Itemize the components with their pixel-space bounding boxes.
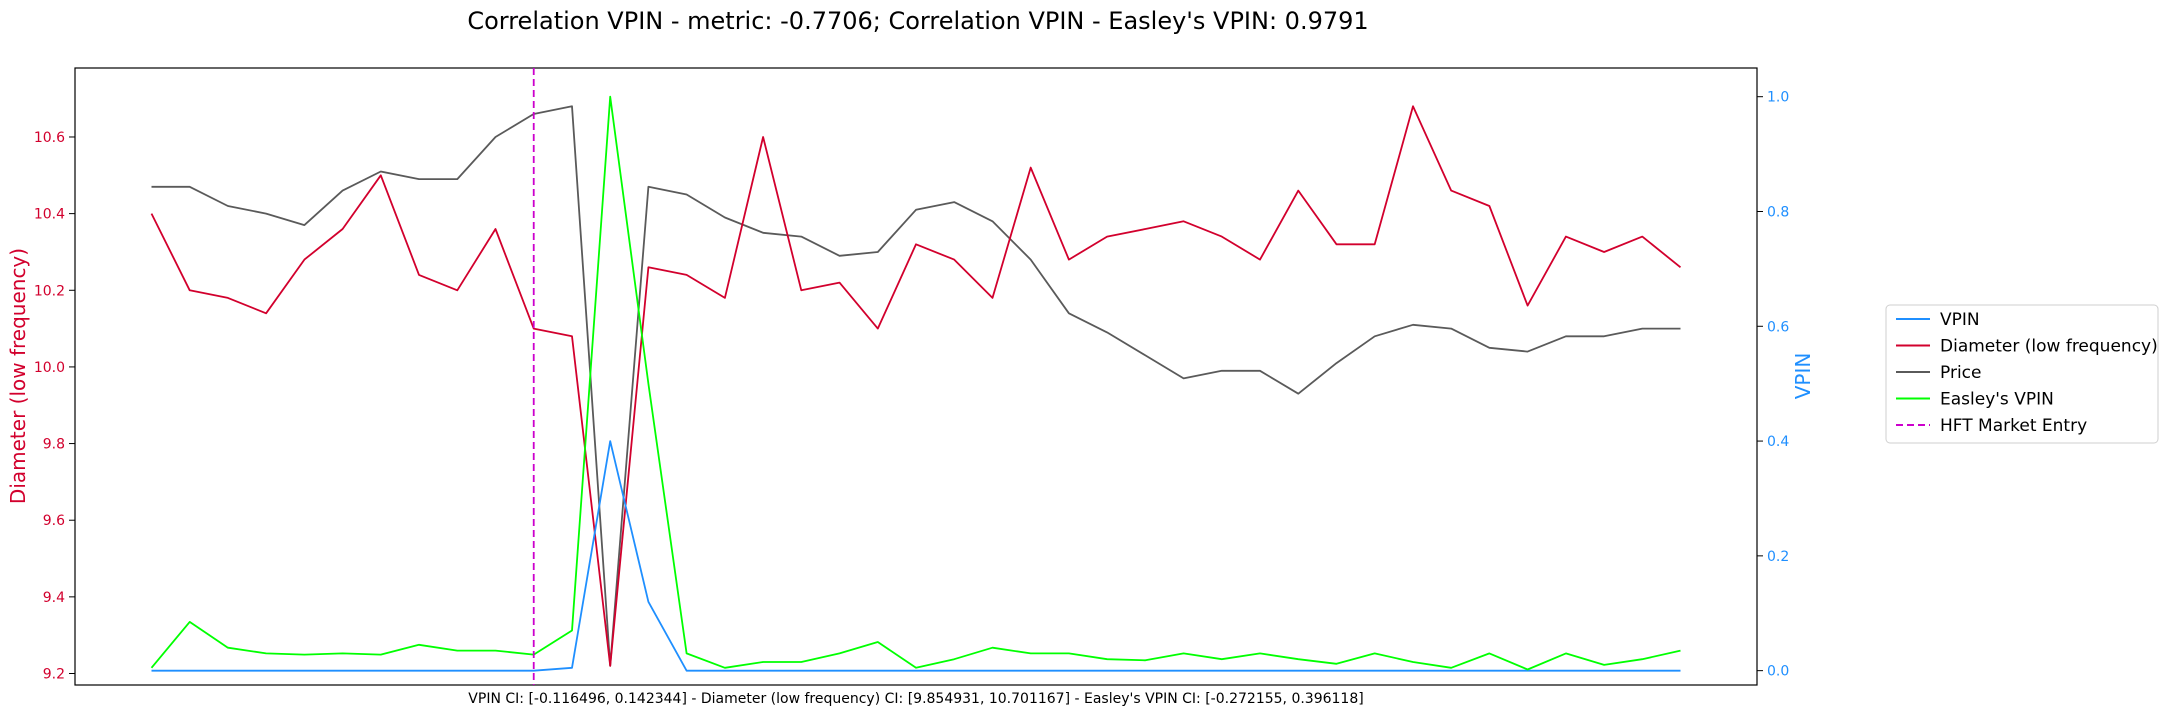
legend-label: VPIN — [1940, 310, 1980, 330]
left-tick-label: 9.6 — [43, 513, 65, 529]
legend-label: HFT Market Entry — [1940, 416, 2087, 436]
legend-label: Price — [1940, 363, 1981, 383]
chart-title: Correlation VPIN - metric: -0.7706; Corr… — [467, 7, 1368, 35]
right-tick-label: 1.0 — [1767, 90, 1789, 106]
right-tick-label: 0.0 — [1767, 664, 1789, 680]
right-y-axis: 0.0 0.2 0.4 0.6 0.8 1.0 — [1757, 90, 1789, 680]
right-tick-label: 0.4 — [1767, 434, 1789, 450]
series-line-price — [151, 105, 1681, 667]
left-tick-label: 10.4 — [34, 207, 65, 223]
right-tick-label: 0.6 — [1767, 319, 1789, 335]
right-axis-label: VPIN — [1791, 353, 1815, 400]
left-tick-label: 9.2 — [43, 667, 65, 683]
right-tick-label: 0.2 — [1767, 549, 1789, 565]
series-lines — [150, 68, 1682, 685]
left-axis-label: Diameter (low frequency) — [6, 248, 30, 504]
series-line-diameter-low-frequency- — [150, 105, 1682, 667]
left-tick-label: 9.8 — [43, 437, 65, 453]
left-tick-label: 9.4 — [43, 590, 65, 606]
series-line-vpin — [151, 440, 1681, 672]
footer-ci-text: VPIN CI: [-0.116496, 0.142344] - Diamete… — [468, 691, 1363, 707]
legend-label: Easley's VPIN — [1940, 390, 2054, 410]
left-tick-label: 10.2 — [34, 283, 65, 299]
legend-box — [1885, 304, 2159, 444]
plot-area — [74, 67, 1758, 686]
legend: VPIN Diameter (low frequency) Price Easley'… — [1885, 304, 2159, 444]
left-y-axis: 9.2 9.4 9.6 9.8 10.0 10.2 10.4 10.6 — [34, 130, 75, 683]
legend-label: Diameter (low frequency) — [1940, 337, 2158, 357]
left-tick-label: 10.0 — [34, 360, 65, 376]
right-tick-label: 0.8 — [1767, 204, 1789, 220]
left-tick-label: 10.6 — [34, 130, 65, 146]
series-line-easley-s-vpin — [150, 95, 1681, 671]
